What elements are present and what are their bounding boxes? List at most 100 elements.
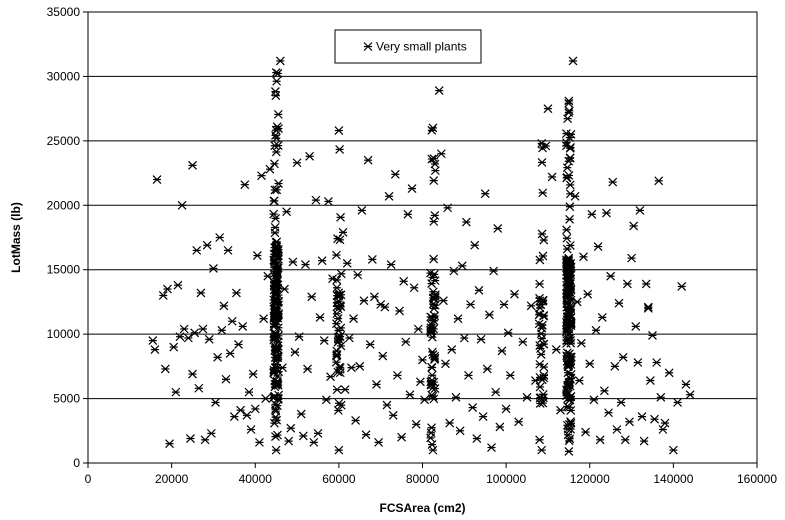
data-point bbox=[428, 273, 437, 282]
data-point bbox=[326, 372, 335, 382]
data-point bbox=[566, 374, 575, 384]
data-point bbox=[209, 264, 218, 273]
data-point bbox=[384, 191, 394, 201]
data-point bbox=[602, 208, 611, 218]
data-point bbox=[192, 245, 202, 255]
data-point bbox=[298, 431, 308, 441]
data-point bbox=[365, 340, 375, 349]
y-tick-label: 25000 bbox=[47, 134, 81, 148]
data-point bbox=[556, 405, 565, 415]
data-point bbox=[413, 324, 423, 334]
data-point bbox=[369, 292, 379, 302]
data-point bbox=[152, 175, 162, 184]
data-point bbox=[336, 269, 346, 279]
data-point bbox=[332, 351, 341, 361]
data-point bbox=[537, 158, 547, 167]
data-point bbox=[564, 402, 574, 412]
data-point bbox=[537, 139, 547, 148]
data-point bbox=[338, 227, 348, 237]
data-point bbox=[565, 202, 575, 212]
data-point bbox=[392, 370, 402, 380]
data-point bbox=[275, 56, 285, 66]
data-point bbox=[434, 86, 444, 96]
data-point bbox=[332, 275, 342, 285]
data-point bbox=[427, 154, 437, 164]
data-point bbox=[333, 234, 342, 244]
data-point bbox=[257, 171, 266, 181]
data-point bbox=[335, 235, 345, 245]
data-point bbox=[399, 276, 409, 286]
data-point bbox=[274, 179, 283, 188]
data-point bbox=[660, 418, 670, 428]
data-point bbox=[206, 428, 216, 438]
data-point bbox=[340, 385, 350, 394]
data-point bbox=[319, 336, 329, 346]
data-point bbox=[198, 324, 208, 334]
data-point bbox=[238, 321, 248, 331]
data-point bbox=[539, 311, 548, 321]
data-point bbox=[186, 434, 195, 443]
data-point bbox=[564, 96, 574, 106]
data-point bbox=[242, 410, 252, 420]
data-point bbox=[270, 159, 279, 169]
data-point bbox=[499, 300, 509, 309]
y-tick-label: 10000 bbox=[47, 327, 81, 341]
data-point bbox=[566, 321, 576, 331]
data-point bbox=[418, 355, 427, 365]
data-point bbox=[378, 351, 388, 361]
data-point bbox=[273, 430, 282, 440]
data-point bbox=[272, 353, 282, 363]
data-point bbox=[449, 266, 459, 276]
data-point bbox=[612, 425, 622, 434]
data-point bbox=[223, 245, 233, 255]
data-point bbox=[536, 350, 546, 359]
data-point bbox=[445, 418, 455, 428]
data-point bbox=[565, 261, 575, 271]
data-point bbox=[269, 196, 279, 206]
data-point bbox=[650, 414, 659, 424]
data-point bbox=[538, 398, 548, 408]
data-point bbox=[562, 387, 572, 397]
x-tick-label: 140000 bbox=[653, 472, 693, 486]
data-point bbox=[491, 387, 501, 397]
data-point bbox=[388, 410, 398, 420]
data-point bbox=[677, 282, 687, 291]
data-point bbox=[565, 214, 575, 224]
data-point bbox=[225, 349, 235, 358]
data-point bbox=[457, 261, 467, 271]
data-point bbox=[538, 251, 548, 261]
data-point bbox=[466, 300, 476, 309]
data-point bbox=[270, 391, 280, 401]
data-point bbox=[641, 279, 651, 289]
data-point bbox=[430, 290, 440, 300]
data-point bbox=[160, 364, 170, 374]
x-tick-label: 160000 bbox=[737, 472, 777, 486]
plot-area bbox=[87, 11, 758, 464]
data-point bbox=[272, 237, 282, 247]
data-point bbox=[562, 302, 572, 312]
data-point bbox=[332, 385, 342, 395]
data-point bbox=[336, 341, 346, 351]
data-point bbox=[493, 224, 503, 233]
data-point bbox=[334, 290, 344, 300]
data-point bbox=[505, 370, 515, 380]
data-point bbox=[484, 310, 494, 320]
data-point bbox=[685, 390, 695, 400]
data-point bbox=[426, 428, 436, 438]
data-point bbox=[597, 312, 607, 322]
data-point bbox=[482, 364, 492, 374]
data-point bbox=[271, 445, 281, 455]
data-point bbox=[430, 355, 439, 364]
data-point bbox=[390, 169, 400, 179]
data-point bbox=[273, 323, 283, 333]
data-point bbox=[372, 379, 381, 389]
data-point bbox=[461, 217, 471, 227]
data-point bbox=[618, 352, 628, 362]
data-point bbox=[270, 87, 280, 96]
data-point bbox=[401, 337, 411, 347]
data-point bbox=[536, 329, 546, 339]
data-point bbox=[175, 332, 185, 342]
data-point bbox=[272, 401, 282, 411]
data-point bbox=[163, 284, 172, 294]
data-point bbox=[248, 369, 258, 379]
